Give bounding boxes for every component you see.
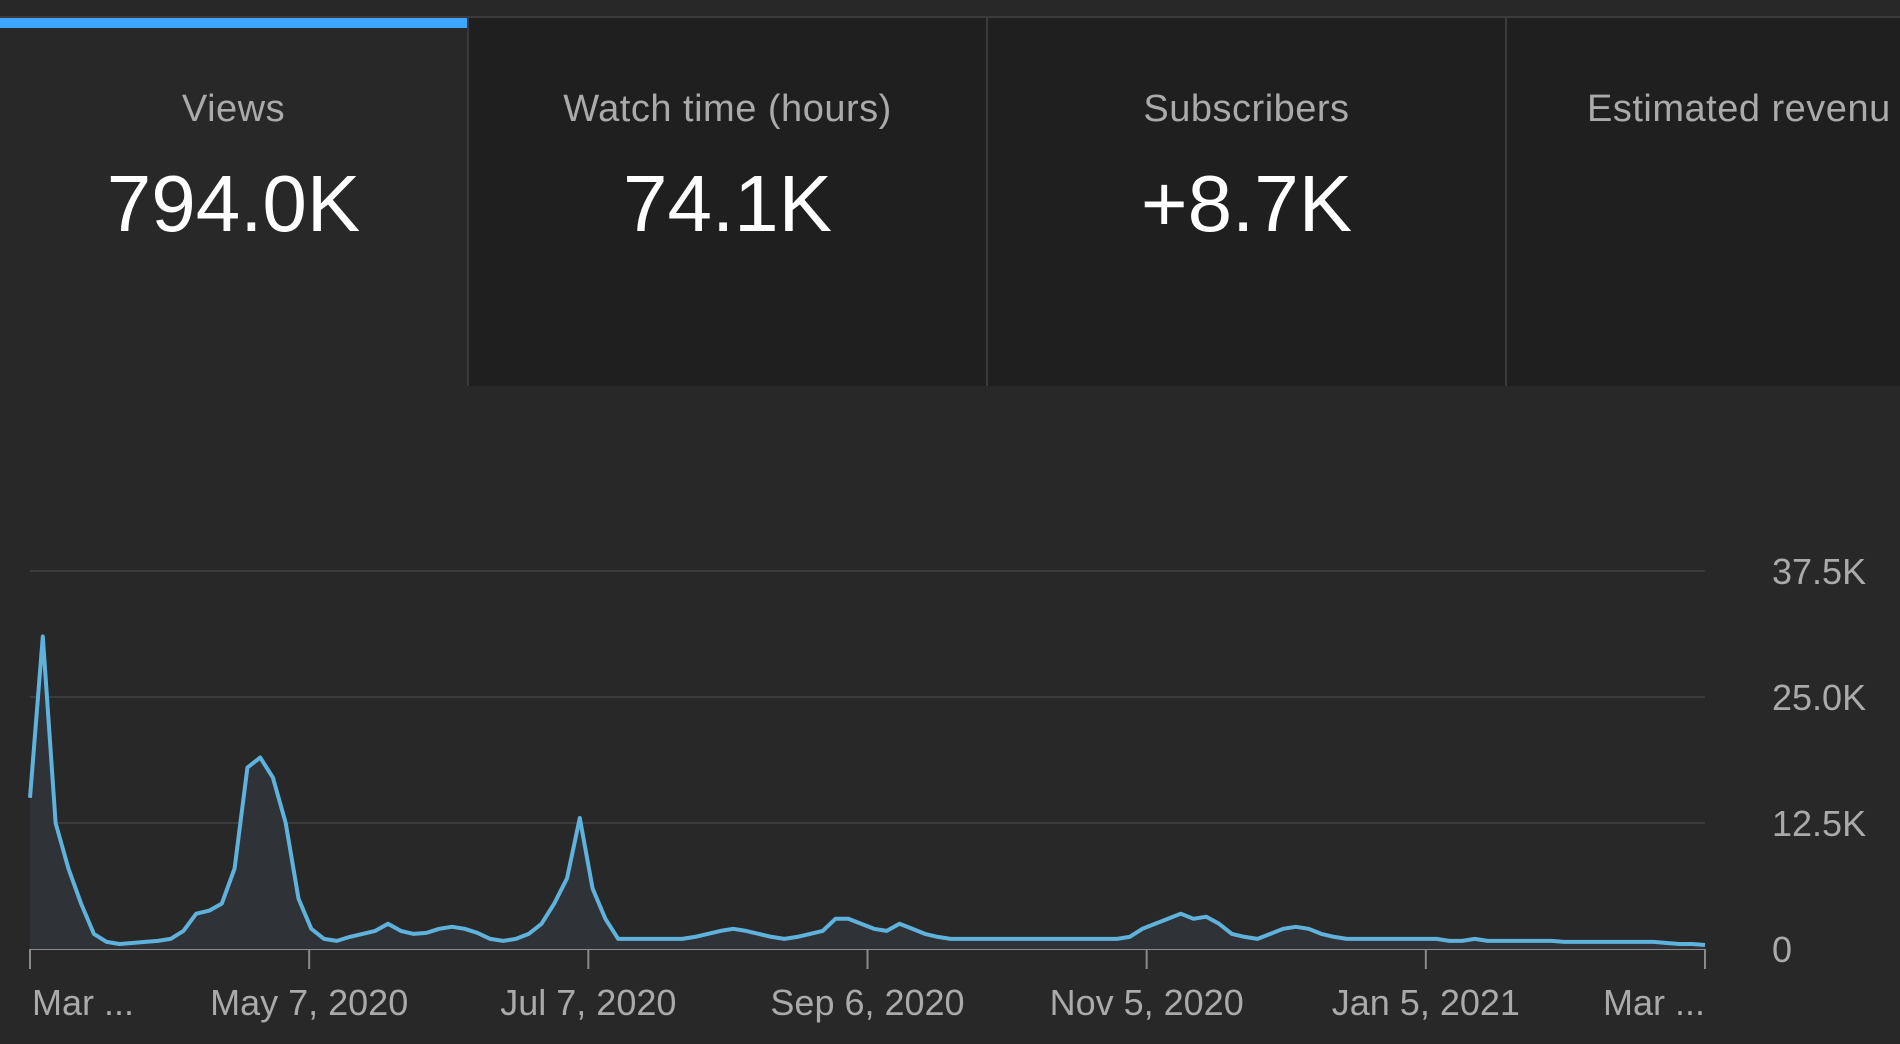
tab-views[interactable]: Views 794.0K [0,18,467,386]
tab-watch-time[interactable]: Watch time (hours) 74.1K [467,18,986,386]
tab-subscribers[interactable]: Subscribers +8.7K [986,18,1505,386]
active-tab-indicator [0,18,467,28]
x-tick-label: Jan 5, 2021 [1332,982,1520,1023]
y-tick-label: 37.5K [1772,551,1866,592]
tab-estimated-revenue[interactable]: Estimated revenu [1505,18,1900,386]
x-tick-label: May 7, 2020 [210,982,408,1023]
top-divider [0,0,1900,18]
y-tick-label: 12.5K [1772,803,1866,844]
tab-subscribers-label: Subscribers [1143,88,1350,130]
x-tick-label: Nov 5, 2020 [1050,982,1244,1023]
views-chart: 0 12.5K 25.0K 37.5K Mar ... May 7, 2020 Jul 7,… [28,551,1866,1023]
tab-views-label: Views [181,88,286,130]
views-area [30,636,1705,949]
tab-subscribers-value: +8.7K [1140,159,1353,248]
metric-tabs: Views 794.0K Watch time (hours) 74.1K Su… [0,18,1900,386]
x-tick-label: Sep 6, 2020 [770,982,964,1023]
views-line [28,634,1706,947]
tab-watch-time-value: 74.1K [622,159,833,248]
x-tick-label: Mar ... [32,982,134,1023]
y-tick-label: 0 [1772,929,1792,970]
x-tick-label: Mar ... [1603,982,1705,1023]
tab-estimated-revenue-label: Estimated revenu [1587,88,1891,130]
y-tick-label: 25.0K [1772,677,1866,718]
x-tick-label: Jul 7, 2020 [500,982,676,1023]
tab-views-value: 794.0K [106,159,361,248]
tab-watch-time-label: Watch time (hours) [563,88,892,130]
